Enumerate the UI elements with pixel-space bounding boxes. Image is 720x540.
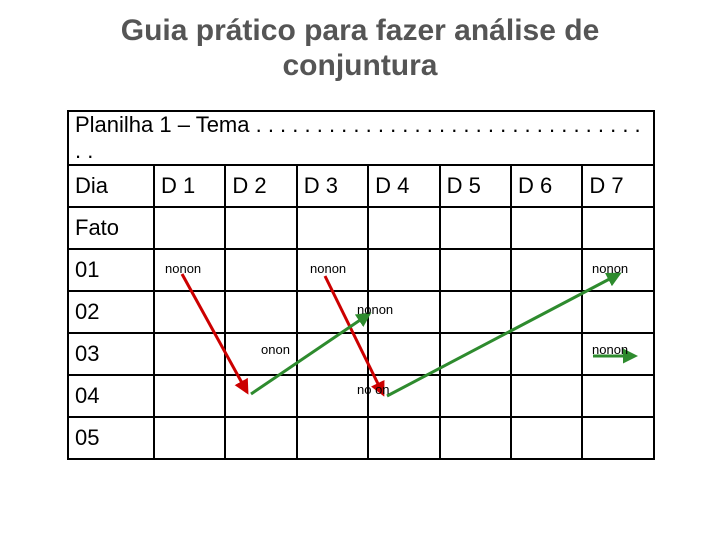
fato-04: 04	[68, 375, 154, 417]
col-d6: D 6	[511, 165, 582, 207]
row-header-dia: Dia	[68, 165, 154, 207]
col-d4: D 4	[368, 165, 439, 207]
theme-row: Planilha 1 – Tema . . . . . . . . . . . …	[68, 111, 654, 165]
worksheet-table-container: Planilha 1 – Tema . . . . . . . . . . . …	[67, 110, 653, 460]
worksheet-table: Planilha 1 – Tema . . . . . . . . . . . …	[67, 110, 655, 460]
fato-01: 01	[68, 249, 154, 291]
col-d1: D 1	[154, 165, 225, 207]
fato-03: 03	[68, 333, 154, 375]
fato-02: 02	[68, 291, 154, 333]
slide-title: Guia prático para fazer análise de conju…	[0, 14, 720, 83]
col-d2: D 2	[225, 165, 296, 207]
title-line-2: conjuntura	[283, 49, 438, 82]
fato-label: Fato	[68, 207, 154, 249]
fato-05: 05	[68, 417, 154, 459]
title-line-1: Guia prático para fazer análise de	[121, 14, 600, 47]
col-d3: D 3	[297, 165, 368, 207]
col-d5: D 5	[440, 165, 511, 207]
col-d7: D 7	[582, 165, 653, 207]
